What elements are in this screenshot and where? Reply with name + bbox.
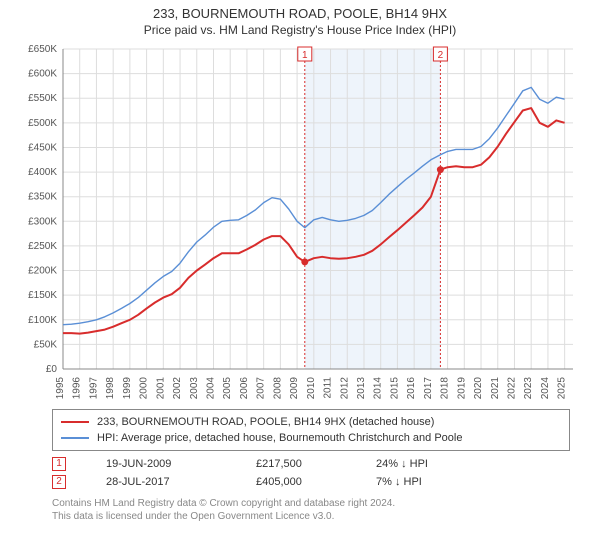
svg-text:1: 1 [302,50,308,61]
marker-row-2: 2 28-JUL-2017 £405,000 7% ↓ HPI [52,473,570,491]
marker-date-1: 19-JUN-2009 [106,458,216,470]
svg-text:2003: 2003 [189,377,200,400]
svg-text:£350K: £350K [28,192,57,203]
svg-text:2: 2 [438,50,444,61]
svg-text:2007: 2007 [256,377,267,400]
svg-text:1995: 1995 [55,377,66,400]
svg-text:1999: 1999 [122,377,133,400]
svg-text:2004: 2004 [205,377,216,400]
marker-diff-1: 24% ↓ HPI [376,458,466,470]
legend-row-2: HPI: Average price, detached house, Bour… [61,430,561,446]
chart-title: 233, BOURNEMOUTH ROAD, POOLE, BH14 9HX [0,0,600,21]
legend-swatch-price-paid [61,421,89,423]
svg-text:2021: 2021 [490,377,501,400]
marker-diff-2: 7% ↓ HPI [376,476,466,488]
svg-text:1998: 1998 [105,377,116,400]
footer: Contains HM Land Registry data © Crown c… [52,497,570,523]
svg-text:2017: 2017 [423,377,434,400]
svg-text:£100K: £100K [28,315,57,326]
svg-text:1996: 1996 [72,377,83,400]
footer-line-2: This data is licensed under the Open Gov… [52,510,570,523]
svg-text:£450K: £450K [28,142,57,153]
chart-subtitle: Price paid vs. HM Land Registry's House … [0,21,600,43]
marker-date-2: 28-JUL-2017 [106,476,216,488]
svg-text:2009: 2009 [289,377,300,400]
chart-container: 233, BOURNEMOUTH ROAD, POOLE, BH14 9HX P… [0,0,600,560]
svg-text:2012: 2012 [339,377,350,400]
svg-text:2001: 2001 [155,377,166,400]
svg-text:£200K: £200K [28,266,57,277]
chart-plot-area: £0 £50K £100K £150K £200K £250K £300K £350K £400… [15,43,585,403]
svg-text:2013: 2013 [356,377,367,400]
svg-text:1997: 1997 [88,377,99,400]
svg-text:2024: 2024 [540,377,551,400]
svg-text:2023: 2023 [523,377,534,400]
svg-text:2022: 2022 [506,377,517,400]
svg-text:2006: 2006 [239,377,250,400]
svg-text:£550K: £550K [28,93,57,104]
svg-text:2008: 2008 [272,377,283,400]
svg-text:2005: 2005 [222,377,233,400]
marker-price-2: £405,000 [256,476,336,488]
svg-text:£150K: £150K [28,290,57,301]
svg-text:2025: 2025 [557,377,568,400]
legend-label-hpi: HPI: Average price, detached house, Bour… [97,432,462,444]
svg-text:£0: £0 [46,364,58,375]
svg-text:£400K: £400K [28,167,57,178]
marker-price-1: £217,500 [256,458,336,470]
svg-text:2010: 2010 [306,377,317,400]
svg-text:2015: 2015 [389,377,400,400]
svg-text:2020: 2020 [473,377,484,400]
markers-table: 1 19-JUN-2009 £217,500 24% ↓ HPI 2 28-JU… [52,455,570,491]
svg-text:2002: 2002 [172,377,183,400]
svg-text:£50K: £50K [34,339,58,350]
legend: 233, BOURNEMOUTH ROAD, POOLE, BH14 9HX (… [52,409,570,451]
marker-badge-2: 2 [52,475,66,489]
footer-line-1: Contains HM Land Registry data © Crown c… [52,497,570,510]
svg-text:£500K: £500K [28,118,57,129]
chart-svg: £0 £50K £100K £150K £200K £250K £300K £350K £400… [15,43,585,403]
svg-text:2018: 2018 [440,377,451,400]
marker-badge-1: 1 [52,457,66,471]
svg-text:£650K: £650K [28,44,57,55]
svg-text:2019: 2019 [456,377,467,400]
svg-text:2000: 2000 [139,377,150,400]
svg-text:2016: 2016 [406,377,417,400]
svg-text:£300K: £300K [28,216,57,227]
marker-row-1: 1 19-JUN-2009 £217,500 24% ↓ HPI [52,455,570,473]
svg-text:2014: 2014 [373,377,384,400]
svg-text:£250K: £250K [28,241,57,252]
svg-text:2011: 2011 [323,377,334,399]
legend-swatch-hpi [61,437,89,439]
legend-label-price-paid: 233, BOURNEMOUTH ROAD, POOLE, BH14 9HX (… [97,416,434,428]
svg-text:£600K: £600K [28,69,57,80]
legend-row-1: 233, BOURNEMOUTH ROAD, POOLE, BH14 9HX (… [61,414,561,430]
